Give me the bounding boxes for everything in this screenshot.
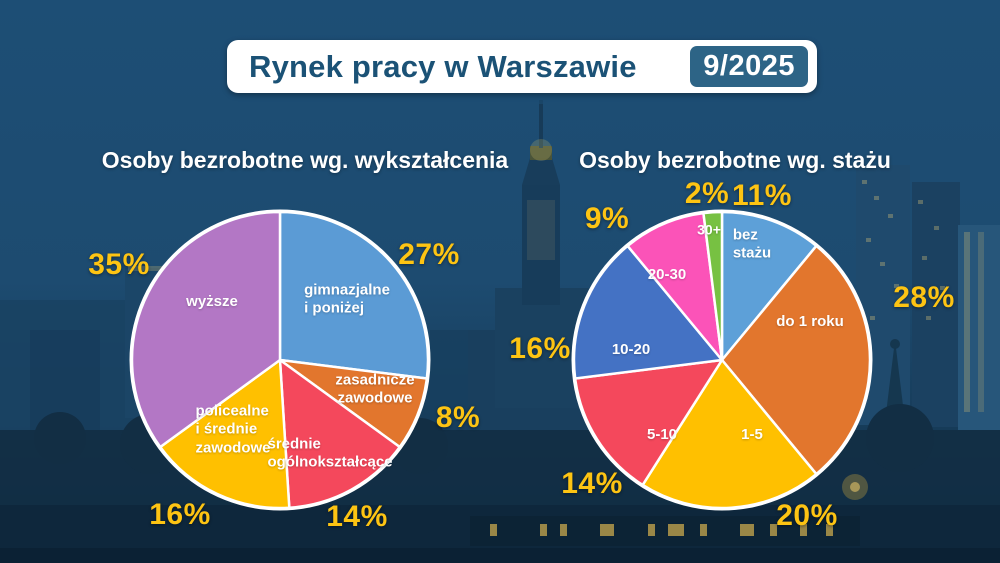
pie-slice-1-6 <box>702 210 724 362</box>
slice-label: zasadnicze zawodowe <box>335 371 415 407</box>
slice-label: 20-30 <box>647 265 687 283</box>
percent-label: 2% <box>684 177 730 210</box>
page-title: Rynek pracy w Warszawie <box>249 48 637 84</box>
chart-education-title: Osoby bezrobotne wg. wykształcenia <box>101 147 509 173</box>
slice-label: policealne i średnie zawodowe <box>195 402 271 457</box>
slice-label: gimnazjalne i poniżej <box>304 281 390 317</box>
percent-label: 27% <box>398 238 460 271</box>
slice-label: 10-20 <box>611 340 651 358</box>
slice-label: 30+ <box>697 221 721 238</box>
pie-slice-1-3 <box>573 358 724 487</box>
percent-label: 16% <box>149 498 211 531</box>
percent-label: 11% <box>732 179 792 212</box>
title-banner: Rynek pracy w Warszawie 9/2025 <box>227 40 817 93</box>
pie-slice-1-0 <box>720 210 818 362</box>
percent-label: 35% <box>88 248 150 281</box>
percent-label: 28% <box>893 281 955 314</box>
riverfront <box>0 505 1000 563</box>
slice-label: 5-10 <box>646 425 678 443</box>
chart-education: Osoby bezrobotne wg. wykształcenia gimna… <box>88 147 508 533</box>
slice-label: bez stażu <box>732 226 772 262</box>
pie-slice-0-4 <box>130 210 282 449</box>
slice-label: wyższe <box>186 292 238 310</box>
percent-label: 8% <box>435 401 481 434</box>
period-badge: 9/2025 <box>690 46 808 87</box>
pie-slice-0-2 <box>278 358 401 509</box>
slice-label: średnie ogólnokształcące <box>267 435 393 471</box>
slice-label: do 1 roku <box>776 312 844 330</box>
pie-svg <box>129 209 431 511</box>
pie-slice-0-0 <box>278 210 430 380</box>
chart-tenure-title: Osoby bezrobotne wg. stażu <box>579 147 891 173</box>
pie-slice-1-4 <box>572 244 724 380</box>
pie-slice-1-1 <box>720 244 872 476</box>
slice-label: 1-5 <box>741 425 763 443</box>
percent-label: 16% <box>509 332 571 365</box>
pie-svg <box>571 209 873 511</box>
chart-tenure: Osoby bezrobotne wg. stażu bez stażu 11% d… <box>500 0 1000 563</box>
percent-label: 20% <box>776 499 838 532</box>
percent-label: 14% <box>561 467 623 500</box>
percent-label: 14% <box>326 500 388 533</box>
pie-slice-1-2 <box>641 358 818 510</box>
pie-slice-1-5 <box>626 211 724 362</box>
pie-slice-0-3 <box>159 358 291 510</box>
percent-label: 9% <box>584 202 630 235</box>
